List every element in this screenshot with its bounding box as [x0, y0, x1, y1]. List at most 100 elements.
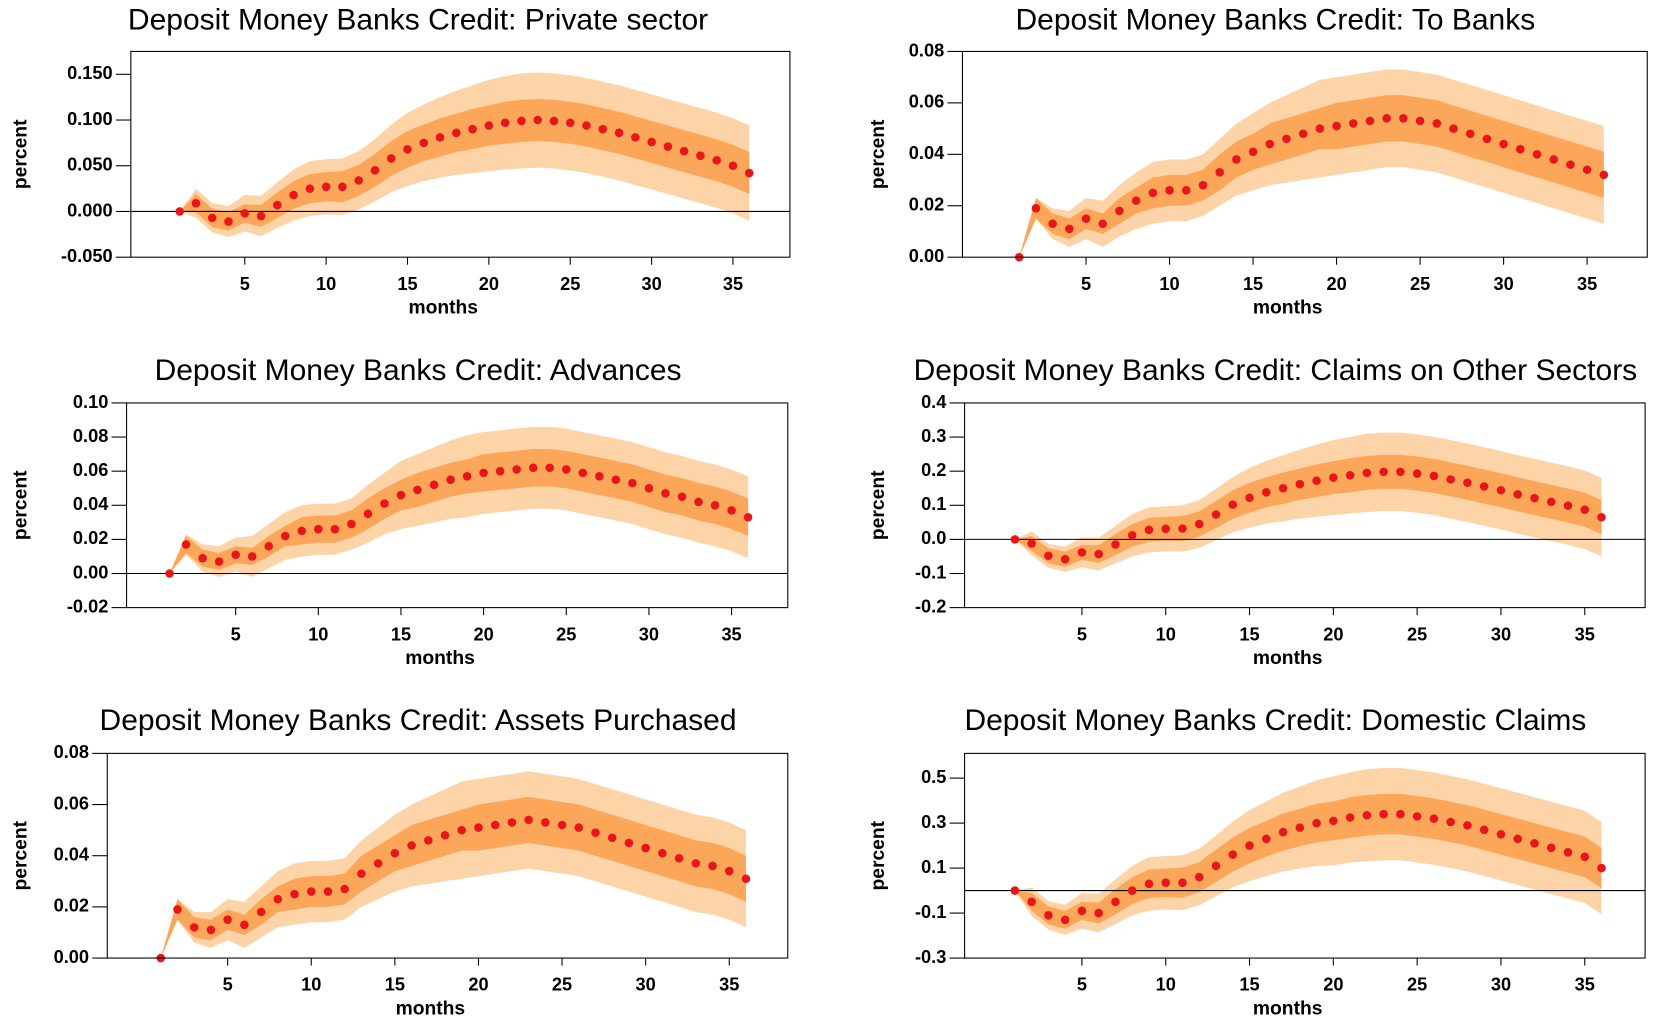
x-axis-label: months: [1253, 298, 1323, 319]
x-tick-label: 15: [385, 975, 405, 995]
point: [591, 828, 600, 837]
point: [247, 552, 257, 561]
point: [495, 466, 505, 476]
x-tick-label: 25: [556, 624, 576, 644]
point: [321, 182, 331, 192]
point: [565, 118, 575, 128]
point: [452, 128, 461, 138]
point: [1412, 469, 1422, 478]
point: [338, 182, 347, 192]
point: [1315, 124, 1325, 133]
inner-band: [1019, 95, 1604, 258]
point: [1463, 821, 1472, 830]
y-tick-label: 0.02: [73, 528, 108, 548]
panel: Deposit Money Banks Credit: To Banks mont…: [868, 3, 1648, 319]
y-tick-label: 0.2: [921, 460, 946, 480]
x-tick-label: 20: [479, 274, 499, 294]
inner-band: [1014, 454, 1602, 567]
y-axis-label: percent: [11, 119, 32, 189]
point: [181, 540, 191, 549]
x-tick-label: 5: [240, 274, 250, 294]
point: [1580, 852, 1590, 862]
x-axis-label: months: [405, 648, 475, 669]
x-tick-label: 30: [1493, 274, 1513, 294]
point: [696, 151, 705, 160]
point: [1194, 872, 1204, 882]
point: [1482, 134, 1492, 144]
x-tick-label: 15: [391, 624, 411, 644]
point: [1312, 818, 1321, 828]
point: [1563, 848, 1573, 857]
point: [1265, 139, 1275, 149]
point: [173, 905, 182, 914]
point: [474, 823, 483, 832]
y-tick-label: 0.5: [921, 767, 946, 787]
point: [1077, 906, 1087, 916]
x-tick-label: 10: [1156, 975, 1176, 995]
y-tick-label: 0.00: [909, 246, 944, 266]
x-tick-label: 15: [1243, 274, 1263, 294]
point: [457, 825, 467, 835]
point: [517, 116, 526, 126]
point: [1399, 114, 1408, 123]
point: [1298, 129, 1308, 139]
panel: Deposit Money Banks Credit: Domestic Cla…: [868, 704, 1646, 1017]
point: [1044, 911, 1053, 920]
point: [644, 483, 654, 493]
x-tick-label: 25: [1407, 624, 1427, 644]
x-axis-label: months: [1253, 648, 1323, 669]
point: [1111, 897, 1120, 907]
x-tick-label: 30: [639, 624, 659, 644]
y-tick-label: -0.1: [915, 902, 946, 922]
point: [1245, 841, 1254, 850]
point: [1010, 886, 1020, 895]
y-tick-label: 0.00: [73, 562, 108, 582]
x-tick-label: 5: [1081, 274, 1091, 294]
point: [663, 142, 673, 151]
point: [578, 468, 588, 478]
point: [175, 207, 184, 216]
point: [1127, 886, 1137, 895]
y-tick-label: -0.1: [915, 562, 946, 582]
point: [674, 853, 684, 863]
point: [1396, 467, 1405, 477]
point: [191, 198, 201, 208]
point: [347, 519, 356, 529]
point: [1245, 493, 1254, 503]
point: [1228, 500, 1238, 509]
chart-title: Deposit Money Banks Credit: Domestic Cla…: [964, 704, 1586, 737]
point: [677, 492, 687, 502]
point: [214, 557, 224, 566]
y-tick-label: 0.3: [921, 426, 946, 446]
point: [1597, 512, 1606, 522]
point: [1111, 540, 1120, 549]
point: [1228, 850, 1238, 859]
x-tick-label: 5: [223, 975, 233, 995]
point: [1295, 823, 1305, 832]
point: [330, 524, 340, 534]
y-axis-label: percent: [868, 470, 889, 540]
point: [1329, 816, 1338, 826]
point: [1198, 180, 1208, 190]
point: [1077, 548, 1087, 557]
x-tick-label: 20: [1323, 624, 1343, 644]
x-axis-label: months: [408, 298, 478, 319]
point: [354, 176, 363, 185]
point: [1295, 479, 1305, 489]
point: [1479, 482, 1489, 491]
chart-title: Deposit Money Banks Credit: Private sect…: [128, 3, 708, 36]
x-tick-label: 10: [316, 274, 336, 294]
point: [1048, 219, 1057, 229]
point: [1396, 809, 1405, 819]
plot-frame: [964, 752, 1646, 959]
x-tick-label: 25: [1410, 274, 1430, 294]
x-tick-label: 30: [636, 975, 656, 995]
point: [462, 472, 472, 481]
point: [1479, 825, 1489, 835]
point: [479, 468, 488, 478]
point: [380, 499, 389, 508]
y-tick-label: 0.050: [67, 155, 113, 175]
point: [1449, 124, 1458, 133]
point: [647, 137, 656, 147]
point: [727, 506, 736, 515]
